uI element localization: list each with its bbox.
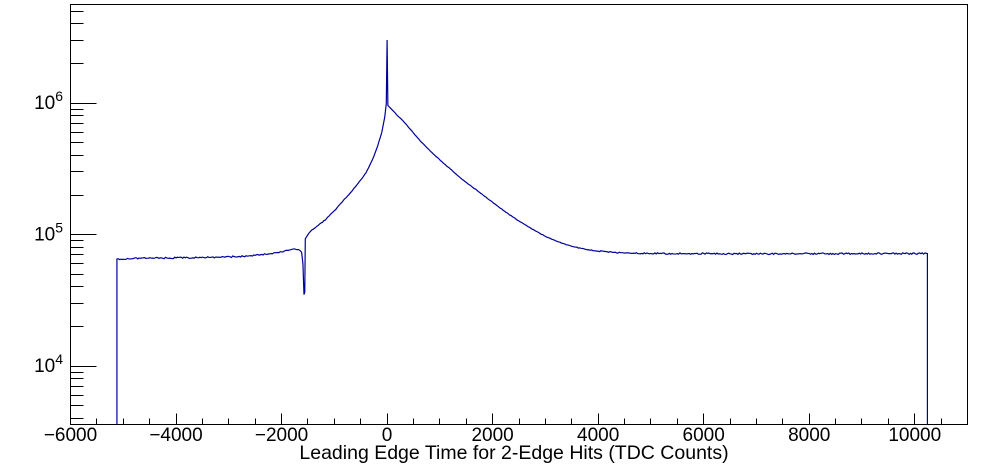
x-axis-title: Leading Edge Time for 2-Edge Hits (TDC C… bbox=[299, 442, 728, 464]
x-axis-tick-label: 2000 bbox=[471, 425, 513, 446]
x-axis-tick-label: −6000 bbox=[44, 425, 97, 446]
x-axis-tick-label: −4000 bbox=[149, 425, 202, 446]
plot-frame bbox=[70, 4, 968, 425]
x-axis-tick-label: 0 bbox=[382, 425, 393, 446]
x-axis-tick-label: 6000 bbox=[683, 425, 725, 446]
histogram-curve bbox=[116, 39, 928, 425]
y-axis-tick-label: 105 bbox=[34, 220, 63, 246]
y-axis-tick-label: 104 bbox=[34, 351, 63, 377]
axes-tick-labels: −6000 −4000 −2000 0 2000 4000 6000 8000 10000 104… bbox=[34, 88, 941, 446]
x-axis-tick-label: 10000 bbox=[888, 425, 941, 446]
y-axis-tick-label: 106 bbox=[34, 88, 63, 114]
x-axis-tick-label: −2000 bbox=[255, 425, 308, 446]
x-axis-tick-label: 4000 bbox=[577, 425, 619, 446]
axes-ticks bbox=[70, 11, 942, 425]
x-axis-tick-label: 8000 bbox=[788, 425, 830, 446]
